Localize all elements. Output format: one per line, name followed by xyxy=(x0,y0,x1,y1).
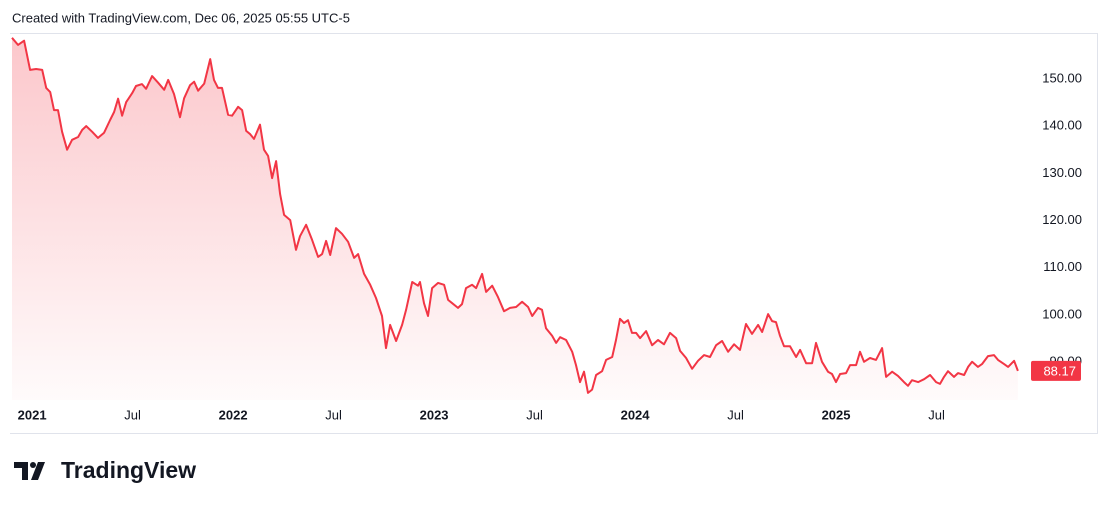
y-tick-label: 150.00 xyxy=(1042,70,1082,85)
x-tick-label: Jul xyxy=(526,407,543,422)
x-tick-label: 2025 xyxy=(822,407,851,422)
y-tick-label: 110.00 xyxy=(1043,259,1082,274)
x-tick-label: Jul xyxy=(727,407,744,422)
x-tick-label: 2024 xyxy=(621,407,651,422)
brand: TradingView xyxy=(61,457,196,483)
x-tick-label: 2022 xyxy=(219,407,248,422)
last-price-label: 88.17 xyxy=(1043,363,1076,378)
x-tick-label: Jul xyxy=(928,407,945,422)
x-tick-label: 2021 xyxy=(18,407,47,422)
x-tick-label: 2023 xyxy=(420,407,449,422)
brand-logo xyxy=(14,462,45,480)
y-tick-label: 100.00 xyxy=(1042,306,1082,321)
last-price-badge xyxy=(1031,360,1081,381)
x-tick-label: Jul xyxy=(325,407,342,422)
y-tick-label: 120.00 xyxy=(1042,212,1082,227)
x-tick-label: Jul xyxy=(124,407,141,422)
area-fill xyxy=(12,37,1018,401)
plot: 90.00100.00110.00120.00130.00140.00150.0… xyxy=(11,37,1082,422)
y-tick-label: 140.00 xyxy=(1042,118,1082,133)
price-line xyxy=(11,37,1019,394)
y-tick-label: 130.00 xyxy=(1042,165,1082,180)
header: Created with TradingView.com, Dec 06, 20… xyxy=(12,10,350,25)
